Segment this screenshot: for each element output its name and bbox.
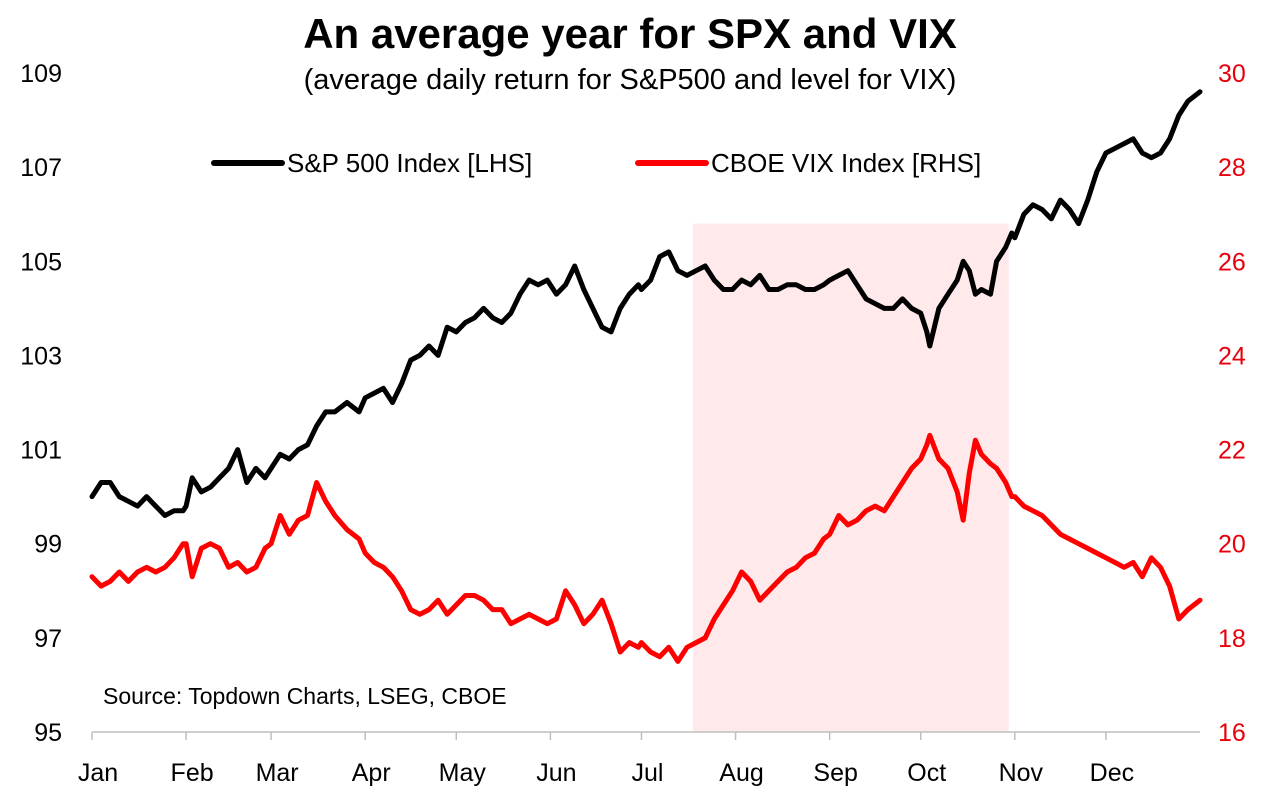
right-axis-tick-label: 24 <box>1218 342 1246 370</box>
x-axis-tick-label: Sep <box>813 759 857 787</box>
x-axis-tick-label: Oct <box>907 759 946 787</box>
source-note: Source: Topdown Charts, LSEG, CBOE <box>103 683 507 709</box>
right-axis-tick-label: 22 <box>1218 437 1246 465</box>
legend: S&P 500 Index [LHS] CBOE VIX Index [RHS] <box>211 148 981 178</box>
right-axis-tick-label: 28 <box>1218 154 1246 182</box>
x-axis-ticks: Jan Feb Mar Apr May Jun Jul Aug Sep Oct Nov Dec <box>78 732 1134 787</box>
left-axis-tick-label: 101 <box>20 437 62 465</box>
left-axis-tick-label: 99 <box>34 531 62 559</box>
left-axis-ticks: 95 97 99 101 103 105 107 109 <box>20 60 62 747</box>
right-axis-tick-label: 26 <box>1218 248 1246 276</box>
legend-label-vix: CBOE VIX Index [RHS] <box>711 148 981 178</box>
x-axis-tick-label: Mar <box>256 759 299 787</box>
left-axis-tick-label: 105 <box>20 248 62 276</box>
series-line-spx <box>89 89 1203 518</box>
x-axis-tick-label: Jan <box>78 759 118 787</box>
chart-title: An average year for SPX and VIX <box>303 10 957 57</box>
left-axis-tick-label: 103 <box>20 342 62 370</box>
x-axis-tick-label: Dec <box>1090 759 1134 787</box>
left-axis-tick-label: 109 <box>20 60 62 88</box>
chart-subtitle: (average daily return for S&P500 and lev… <box>303 64 957 96</box>
x-axis-tick-label: Feb <box>171 759 214 787</box>
left-axis-tick-label: 95 <box>34 719 62 747</box>
right-axis-tick-label: 20 <box>1218 531 1246 559</box>
left-axis-tick-label: 107 <box>20 154 62 182</box>
right-axis-tick-label: 18 <box>1218 625 1246 653</box>
right-axis-tick-label: 16 <box>1218 719 1246 747</box>
legend-label-spx: S&P 500 Index [LHS] <box>287 148 532 178</box>
right-axis-tick-label: 30 <box>1218 60 1246 88</box>
right-axis-ticks: 16 18 20 22 24 26 28 30 <box>1218 60 1246 747</box>
left-axis-tick-label: 97 <box>34 625 62 653</box>
x-axis-tick-label: Jun <box>536 759 576 787</box>
series-line-vix <box>89 432 1203 664</box>
shaded-region <box>693 223 1009 732</box>
x-axis-tick-label: Aug <box>719 759 763 787</box>
x-axis-tick-label: Apr <box>352 759 391 787</box>
x-axis-tick-label: May <box>439 759 487 787</box>
x-axis-tick-label: Nov <box>999 759 1044 787</box>
x-axis-tick-label: Jul <box>631 759 663 787</box>
